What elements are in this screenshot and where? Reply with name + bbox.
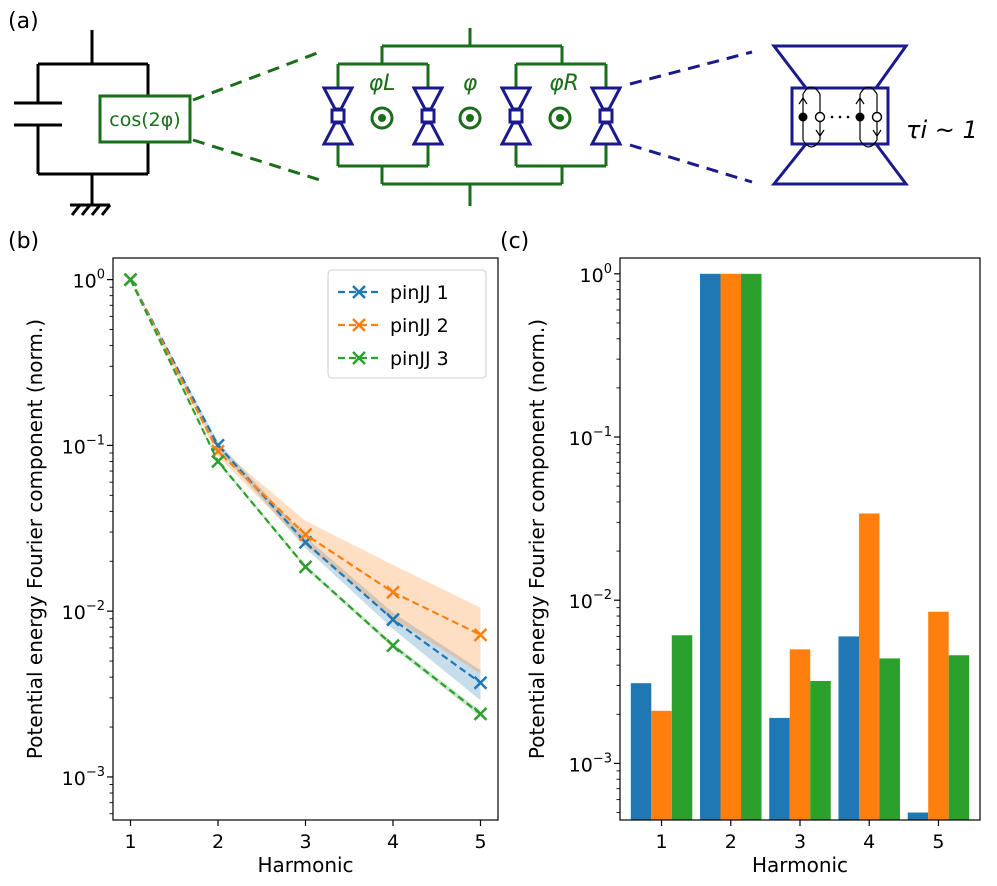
plot-frame — [619, 257, 981, 821]
data-point — [386, 612, 400, 627]
junction-top-1 — [321, 86, 355, 111]
x-tick-label: 2 — [212, 831, 224, 853]
junction-core-3 — [508, 108, 524, 124]
junction-core-1 — [330, 108, 346, 124]
zoom-line-green-top — [192, 50, 321, 102]
chart-c: 1 2 3 4 5 100 10−1 10−2 10−3 Harmonic Potential en… — [525, 257, 981, 877]
data-point — [386, 585, 400, 600]
bar-pinjj-1 — [907, 812, 929, 820]
x-tick-label: 3 — [794, 831, 806, 853]
data-point — [298, 559, 313, 574]
junction-core-2 — [420, 108, 436, 124]
junction-top-3 — [499, 86, 533, 111]
legend-marker — [352, 318, 366, 332]
junction-top-4 — [589, 86, 623, 111]
bar-pinjj-2 — [720, 273, 742, 820]
data-point — [123, 272, 138, 287]
josephson-junctions — [321, 86, 623, 146]
y-tick-label: 10−2 — [569, 588, 612, 613]
panel-label-b: (b) — [8, 229, 39, 254]
data-point — [386, 638, 400, 653]
phi-right-label: φR — [549, 71, 579, 96]
bar-pinjj-3 — [879, 658, 900, 820]
x-tick-label: 4 — [387, 831, 399, 853]
cos-element-label: cos(2φ) — [109, 109, 180, 131]
bar-pinjj-2 — [858, 513, 880, 820]
data-point — [298, 527, 313, 542]
x-tick-label: 1 — [655, 831, 667, 853]
bar-pinjj-1 — [769, 717, 790, 820]
phi-center-label: φ — [463, 71, 478, 96]
x-axis-label: Harmonic — [257, 853, 353, 877]
y-tick-label: 100 — [73, 268, 105, 293]
y-axis-label: Potential energy Fourier component (norm… — [23, 319, 47, 759]
x-tick-label: 5 — [474, 831, 486, 853]
panel-label-c: (c) — [500, 229, 529, 254]
data-point — [473, 707, 488, 721]
capacitor-circuit — [14, 30, 192, 216]
y-tick-label: 100 — [580, 262, 612, 287]
data-point — [211, 454, 225, 469]
x-tick-label: 2 — [725, 831, 737, 853]
junction-array-circuit — [336, 28, 608, 206]
legend-box — [327, 269, 487, 379]
junction-bottom-2 — [411, 121, 445, 146]
legend-label: pinJJ 2 — [390, 315, 449, 337]
junction-detail — [770, 44, 909, 186]
x-tick-label: 4 — [863, 831, 875, 853]
zoom-line-blue-top — [629, 50, 753, 86]
data-point — [211, 444, 225, 459]
legend-label: pinJJ 1 — [390, 282, 449, 304]
uncertainty-band-2 — [130, 279, 481, 674]
data-point — [473, 675, 488, 690]
bar-pinjj-3 — [741, 273, 762, 820]
x-tick-label: 1 — [124, 831, 136, 853]
junction-core-4 — [598, 108, 614, 124]
bar-pinjj-1 — [838, 636, 859, 820]
data-point — [473, 627, 488, 642]
junction-bottom-3 — [499, 121, 533, 146]
bar-pinjj-1 — [630, 683, 652, 820]
y-tick-label: 10−1 — [62, 433, 105, 458]
series-line-1 — [129, 279, 482, 684]
tau-label: τi ~ 1 — [906, 116, 978, 144]
bar-pinjj-1 — [700, 273, 721, 820]
bar-pinjj-2 — [789, 649, 811, 820]
y-tick-label: 10−3 — [569, 751, 612, 776]
x-tick-label: 3 — [299, 831, 311, 853]
bar-pinjj-3 — [671, 635, 693, 820]
x-tick-label: 5 — [932, 831, 944, 853]
zoom-line-green-bottom — [192, 138, 321, 182]
x-axis-label: Harmonic — [752, 853, 848, 877]
zoom-line-blue-bottom — [629, 143, 753, 184]
panel-label-a: (a) — [8, 9, 39, 34]
legend-marker — [352, 285, 366, 299]
y-tick-label: 10−2 — [62, 599, 105, 624]
bar-pinjj-2 — [651, 710, 672, 820]
junction-bottom-1 — [321, 121, 355, 146]
phi-left-label: φL — [369, 71, 396, 96]
legend-label: pinJJ 3 — [390, 348, 449, 370]
series-line-3 — [129, 279, 482, 715]
bar-pinjj-3 — [810, 680, 831, 820]
chart-b: 1 2 3 4 5 100 10−1 10−2 10−3 Harmonic Potential en… — [23, 257, 499, 877]
y-tick-label: 10−1 — [569, 425, 612, 450]
y-axis-label: Potential energy Fourier component (norm… — [525, 319, 549, 759]
junction-top-2 — [411, 86, 445, 111]
bar-pinjj-2 — [928, 611, 949, 820]
y-tick-label: 10−3 — [62, 765, 105, 790]
junction-bottom-4 — [589, 121, 623, 146]
bar-pinjj-3 — [948, 655, 970, 820]
legend-marker — [352, 351, 366, 365]
flux-symbols — [370, 106, 572, 130]
